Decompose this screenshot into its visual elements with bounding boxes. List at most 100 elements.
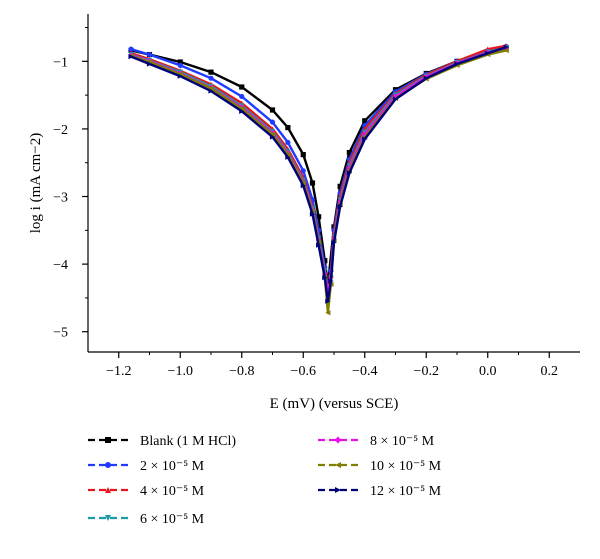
data-point [128, 46, 134, 52]
series-line [130, 46, 507, 296]
data-point [454, 61, 460, 67]
series-line [130, 47, 507, 296]
series-6 [128, 47, 509, 316]
data-point [300, 168, 306, 174]
data-point [177, 62, 183, 68]
y-tick-label: −2 [53, 123, 68, 138]
data-point [239, 108, 245, 114]
data-point [208, 85, 214, 91]
series-7 [128, 44, 509, 304]
legend-item: 4 × 10⁻⁵ M [88, 484, 205, 499]
data-point [177, 59, 183, 65]
x-tick-label: −1.0 [168, 364, 193, 379]
y-tick-label: −5 [53, 326, 68, 341]
x-tick-label: −0.2 [414, 364, 439, 379]
data-point [325, 298, 331, 304]
data-point [423, 75, 429, 81]
legend: Blank (1 M HCl) 2 × 10⁻⁵ M 4 × 10⁻⁵ M 6 × 1… [88, 434, 442, 527]
data-point [208, 88, 214, 94]
data-point [316, 214, 322, 220]
legend-label: 8 × 10⁻⁵ M [370, 434, 435, 449]
x-tick-label: −0.6 [291, 364, 316, 379]
data-point [316, 242, 322, 248]
data-point [269, 131, 276, 137]
data-point [300, 180, 306, 186]
data-point [503, 44, 509, 50]
axes: −1.2 −1.0 −0.8 −0.6 −0.4 −0.2 0.0 0.2 −1 −2 −3 −4 −5 [53, 14, 580, 379]
data-point [239, 84, 245, 90]
legend-label: 4 × 10⁻⁵ M [140, 484, 205, 499]
data-point [239, 106, 245, 112]
series-curves [128, 43, 509, 316]
data-point [322, 275, 328, 281]
data-point [146, 51, 153, 58]
x-axis-title: E (mV) (versus SCE) [270, 396, 399, 412]
series-line [130, 49, 507, 314]
series-3 [128, 43, 509, 294]
data-point [325, 310, 331, 316]
legend-label: 10 × 10⁻⁵ M [370, 459, 442, 474]
y-tick-label: −3 [53, 191, 68, 206]
data-point [208, 69, 214, 75]
data-point [331, 239, 337, 246]
data-point [177, 71, 183, 77]
series-2 [128, 43, 509, 291]
data-point [337, 204, 343, 210]
data-point [309, 180, 316, 186]
data-point [285, 154, 291, 160]
x-tick-label: −0.8 [229, 364, 254, 379]
series-line [130, 44, 507, 293]
data-point [128, 53, 134, 60]
series-line [130, 45, 507, 303]
x-tick-label: −1.2 [106, 364, 131, 379]
legend-marker [335, 462, 341, 468]
data-point [269, 107, 276, 113]
legend-marker [335, 436, 341, 444]
series-4 [128, 45, 509, 298]
data-point [146, 61, 153, 67]
data-point [346, 170, 352, 176]
legend-item: 2 × 10⁻⁵ M [88, 459, 205, 474]
data-point [208, 75, 214, 81]
y-tick-label: −1 [53, 55, 68, 70]
legend-item: 10 × 10⁻⁵ M [318, 459, 442, 474]
data-point [392, 96, 399, 102]
legend-label: 2 × 10⁻⁵ M [140, 459, 205, 474]
data-point [503, 47, 509, 54]
legend-label: Blank (1 M HCl) [140, 434, 236, 449]
data-point [309, 211, 316, 217]
y-tick-label: −4 [53, 258, 68, 273]
legend-item: 6 × 10⁻⁵ M [88, 512, 205, 527]
data-point [239, 93, 245, 100]
x-tick-label: −0.4 [352, 364, 377, 379]
legend-label: 12 × 10⁻⁵ M [370, 484, 442, 499]
data-point [346, 149, 352, 156]
data-point [285, 152, 291, 158]
legend-marker [105, 437, 111, 443]
data-point [328, 278, 334, 284]
data-point [177, 73, 183, 79]
data-point [269, 134, 276, 140]
legend-item: 8 × 10⁻⁵ M [318, 434, 435, 449]
data-point [362, 136, 368, 142]
data-point [285, 124, 291, 131]
legend-item: 12 × 10⁻⁵ M [318, 484, 442, 499]
x-tick-label: 0.0 [479, 364, 497, 379]
legend-marker [105, 515, 111, 521]
data-point [285, 139, 291, 146]
x-tick-label: 0.2 [541, 364, 559, 379]
legend-marker [335, 487, 341, 493]
data-point [269, 119, 276, 125]
legend-label: 6 × 10⁻⁵ M [140, 512, 205, 527]
legend-marker [105, 462, 111, 468]
data-point [300, 183, 306, 189]
data-point [485, 50, 491, 56]
legend-item: Blank (1 M HCl) [88, 434, 236, 449]
data-point [362, 118, 368, 124]
series-5 [128, 45, 509, 298]
legend-marker [105, 487, 111, 493]
data-point [300, 152, 306, 158]
y-axis-title: log i (mA cm−2) [28, 133, 44, 234]
